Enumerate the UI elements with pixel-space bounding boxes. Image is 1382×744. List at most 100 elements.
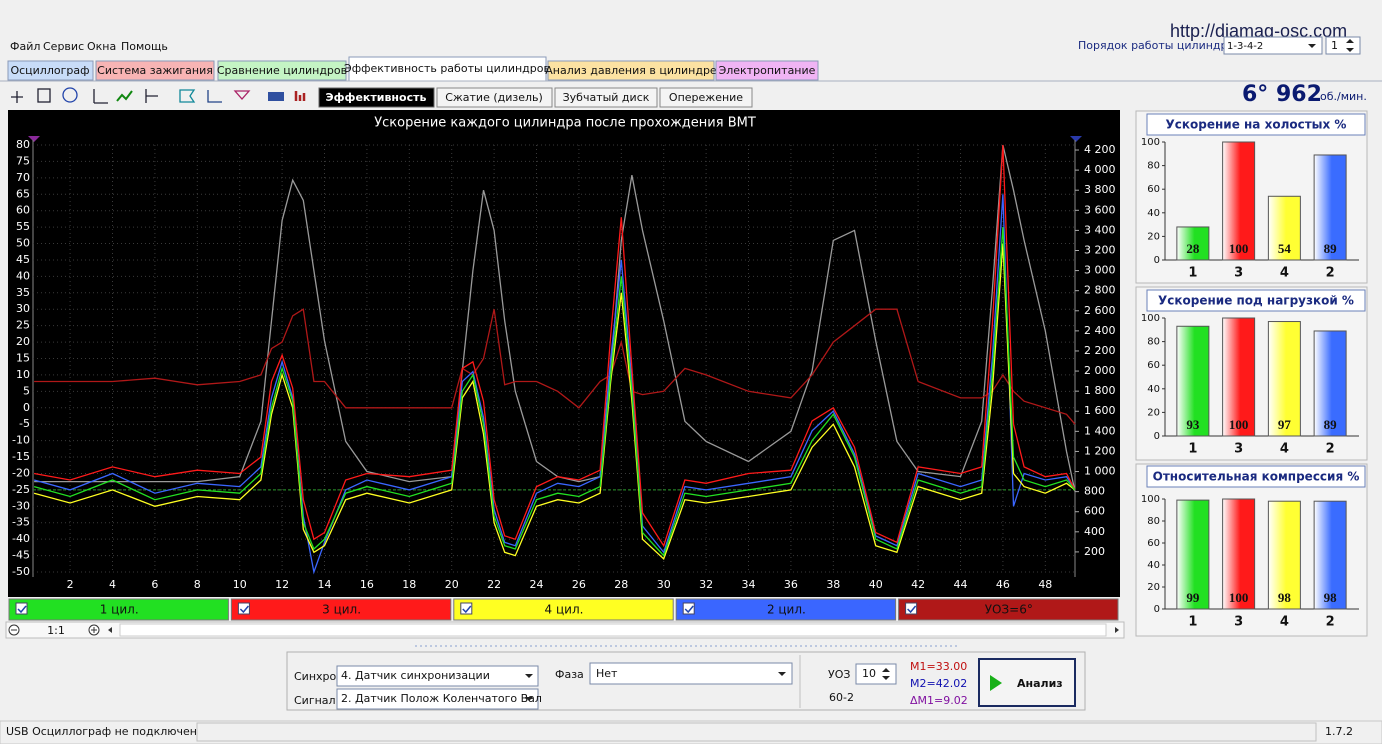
analyze-label: Анализ: [1017, 677, 1063, 690]
tab[interactable]: [547, 60, 715, 81]
subtab[interactable]: [554, 87, 658, 108]
y-tick-label: 100: [1141, 137, 1160, 148]
x-tick-label: 46: [996, 578, 1010, 591]
tool-icon[interactable]: [145, 89, 158, 103]
y-tick-label: 60: [1147, 538, 1160, 549]
subtab-active[interactable]: [318, 87, 435, 108]
tool-icon[interactable]: [207, 90, 222, 103]
panel-title: Ускорение под нагрузкой %: [1158, 294, 1354, 308]
signal-select[interactable]: [336, 688, 539, 710]
marker[interactable]: [28, 136, 40, 142]
phase-select[interactable]: [589, 662, 793, 685]
tab[interactable]: [7, 60, 94, 81]
firing-order-select[interactable]: [1223, 36, 1323, 55]
marker[interactable]: [1070, 136, 1082, 142]
tool-icon[interactable]: [233, 90, 251, 100]
tool-icon[interactable]: [294, 91, 306, 101]
y2-tick-label: 3 000: [1084, 264, 1116, 277]
y2-tick-label: 200: [1084, 545, 1105, 558]
toolbar: [11, 87, 306, 104]
tab[interactable]: [95, 60, 215, 81]
x-tick-label: 2: [1326, 442, 1335, 457]
menu-item[interactable]: Сервис: [43, 40, 84, 53]
tab-label: Анализ давления в цилиндре: [545, 64, 717, 77]
y-tick-label: -30: [12, 499, 30, 512]
y-tick-label: 25: [16, 319, 30, 332]
y-tick-label: 5: [23, 384, 30, 397]
value-label: 28: [1186, 241, 1200, 256]
sync-label: Синхро:: [294, 670, 340, 683]
tool-icon[interactable]: [93, 89, 108, 104]
value-label: 97: [1278, 417, 1292, 432]
menu-item[interactable]: Окна: [87, 40, 116, 53]
uoz-value: 10: [862, 667, 876, 680]
sync-select[interactable]: [336, 665, 539, 687]
y-tick-label: 80: [16, 138, 30, 151]
x-tick-label: 38: [826, 578, 840, 591]
subtab[interactable]: [436, 87, 553, 108]
y-tick-label: 60: [1147, 360, 1160, 371]
x-tick-label: 4: [1280, 442, 1289, 457]
bar: [1267, 195, 1301, 261]
tool-icon[interactable]: [179, 89, 196, 103]
menu-item[interactable]: Файл: [10, 40, 40, 53]
y-tick-label: 80: [1147, 161, 1160, 172]
dropdown-arrow: [525, 674, 533, 678]
subtab[interactable]: [659, 87, 753, 108]
chart-title: Ускорение каждого цилиндра после прохожд…: [374, 116, 756, 131]
value-label: 100: [1229, 417, 1249, 432]
legend-item[interactable]: [8, 598, 229, 621]
tool-icon[interactable]: [11, 91, 23, 103]
legend-item[interactable]: [898, 598, 1119, 621]
y-tick-label: 0: [1154, 604, 1160, 615]
tab[interactable]: [217, 60, 347, 81]
tool-icon[interactable]: [116, 90, 133, 102]
series-line: [33, 243, 1076, 561]
subtab-label: Сжатие (дизель): [445, 91, 543, 104]
y-tick-label: 0: [1154, 431, 1160, 442]
y-tick-label: 80: [1147, 516, 1160, 527]
subtab-label: Эффективность: [326, 91, 427, 104]
value-label: 100: [1229, 590, 1249, 605]
y-tick-label: 0: [23, 401, 30, 414]
y-tick-label: -50: [12, 565, 30, 578]
legend-item[interactable]: [230, 598, 452, 621]
legend-item[interactable]: [453, 598, 674, 621]
tab-label: Система зажигания: [97, 64, 213, 77]
y-tick-label: -35: [12, 516, 30, 529]
marker-m1: M1=33.00: [910, 660, 967, 673]
panel-title: Относительная компрессия %: [1153, 470, 1360, 484]
bar: [1267, 500, 1301, 610]
tool-icon[interactable]: [62, 87, 78, 103]
y2-tick-label: 1 000: [1084, 465, 1116, 478]
x-tick-label: 1: [1188, 442, 1197, 457]
series-line: [33, 144, 1076, 548]
dropdown-arrow: [525, 697, 533, 701]
legend-checkbox: [682, 602, 695, 615]
status-panel: [196, 722, 1317, 742]
bar: [1222, 498, 1256, 610]
value-label: 99: [1186, 590, 1200, 605]
tool-icon[interactable]: [37, 88, 51, 103]
menu-item[interactable]: Помощь: [121, 40, 168, 53]
bar: [1176, 499, 1210, 610]
tool-icon[interactable]: [268, 92, 284, 101]
tab[interactable]: [715, 60, 819, 81]
x-tick-label: 4: [1280, 266, 1289, 281]
x-tick-label: 22: [487, 578, 501, 591]
x-tick-label: 34: [742, 578, 756, 591]
value-label: 93: [1186, 417, 1200, 432]
legend-check: [239, 605, 249, 614]
legend-check: [462, 605, 472, 614]
legend-check: [907, 605, 917, 614]
legend-item[interactable]: [675, 598, 897, 621]
scroll-track[interactable]: [119, 623, 1107, 637]
x-tick-label: 6: [151, 578, 158, 591]
y-tick-label: 0: [1154, 255, 1160, 266]
version: 1.7.2: [1325, 725, 1353, 738]
tab-label: Осциллограф: [10, 64, 89, 77]
series-line: [34, 144, 1076, 492]
legend-check: [684, 605, 694, 614]
rpm-value: 962: [1276, 82, 1322, 107]
panel-title-box: [1146, 465, 1366, 488]
